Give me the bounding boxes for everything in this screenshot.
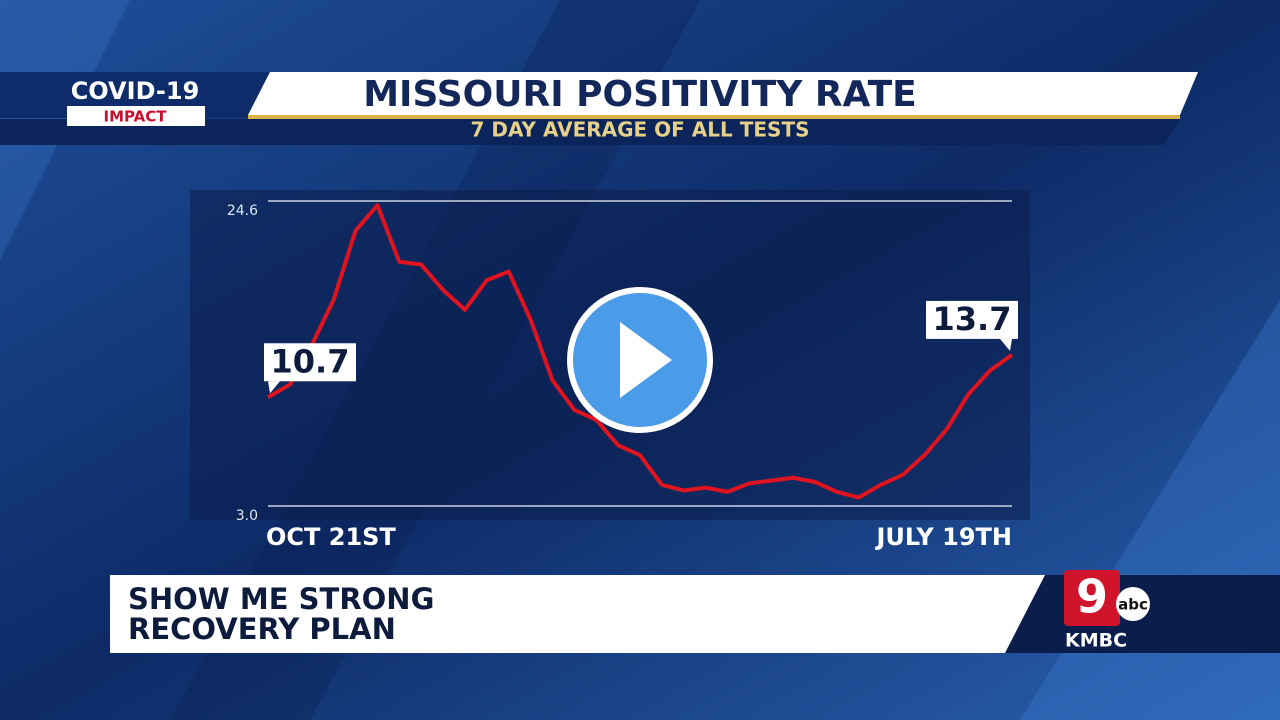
play-icon[interactable] <box>620 322 672 398</box>
chart-subtitle: 7 DAY AVERAGE OF ALL TESTS <box>471 118 810 142</box>
lower-third <box>110 575 1045 653</box>
data-label: 10.7 <box>271 342 350 380</box>
network: abc <box>1118 596 1148 614</box>
series-line <box>266 203 1014 500</box>
x-tick-label: JULY 19TH <box>874 523 1012 551</box>
logo-top: COVID-19 <box>71 77 200 105</box>
data-label-pointer <box>1000 338 1012 351</box>
data-label: 13.7 <box>933 300 1012 338</box>
network-circle <box>1116 587 1150 621</box>
play-button[interactable] <box>567 287 713 433</box>
subtitle-bar <box>0 119 1180 145</box>
x-tick-label: OCT 21ST <box>266 523 396 551</box>
line-chart: 3.0 24.6 OCT 21ST JULY 19TH 10.7 13.7 <box>227 200 1018 551</box>
channel: 9 <box>1076 570 1108 624</box>
y-tick-label: 24.6 <box>227 203 258 219</box>
lower-third-line: RECOVERY PLAN <box>128 612 396 646</box>
data-label-box <box>926 300 1018 339</box>
data-label-pointer <box>268 381 280 394</box>
title-banner <box>248 72 1198 115</box>
title-rule <box>248 115 1180 119</box>
station-name: KMBC <box>1065 630 1127 652</box>
chart-title: MISSOURI POSITIVITY RATE <box>363 74 917 115</box>
data-label-box <box>264 343 356 382</box>
y-tick-label: 3.0 <box>236 508 258 524</box>
logo-box <box>67 106 205 126</box>
logo-bottom: IMPACT <box>104 108 168 126</box>
lower-third-line: SHOW ME STRONG <box>128 582 434 616</box>
channel-box <box>1064 570 1120 626</box>
